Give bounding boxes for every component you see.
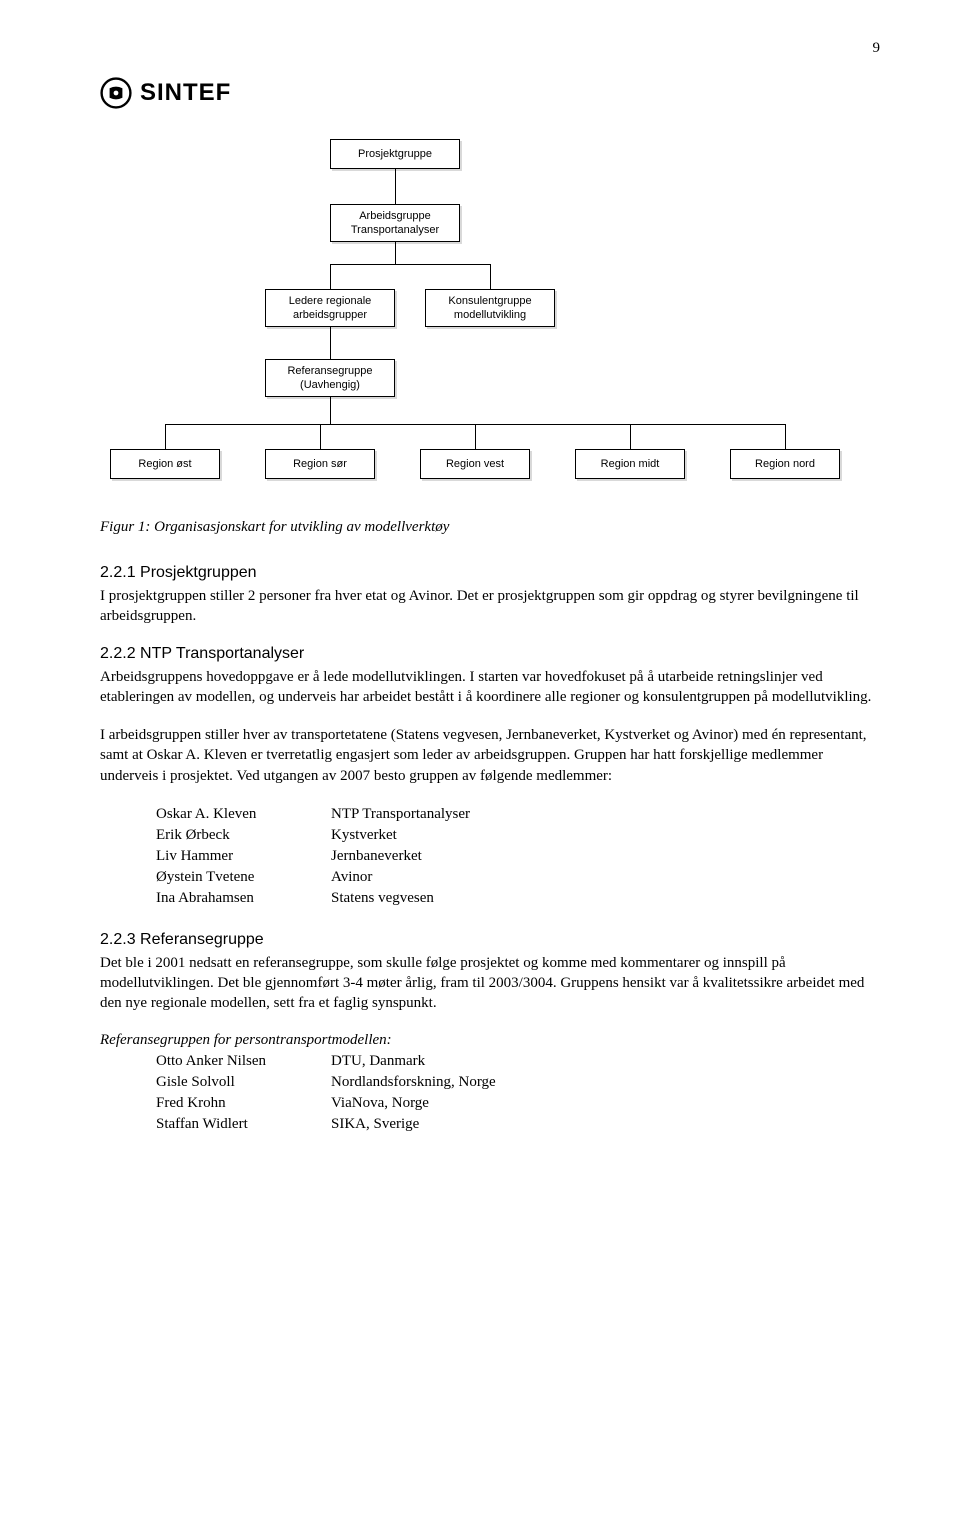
para-221: I prosjektgruppen stiller 2 personer fra… — [100, 586, 880, 627]
org-node-region-nord: Region nord — [730, 449, 840, 479]
list-item: Staffan WidlertSIKA, Sverige — [156, 1114, 880, 1135]
members-list-222: Oskar A. KlevenNTP Transportanalyser Eri… — [100, 804, 880, 909]
list-item: Gisle SolvollNordlandsforskning, Norge — [156, 1072, 880, 1093]
heading-223: 2.2.3 Referansegruppe — [100, 931, 880, 949]
list-item: Liv HammerJernbaneverket — [156, 846, 880, 867]
list-item: Erik ØrbeckKystverket — [156, 825, 880, 846]
list-item: Otto Anker NilsenDTU, Danmark — [156, 1051, 880, 1072]
list-item: Oskar A. KlevenNTP Transportanalyser — [156, 804, 880, 825]
sintef-logo-mark — [100, 77, 132, 109]
para-222-2: I arbeidsgruppen stiller hver av transpo… — [100, 725, 880, 786]
org-node-region-ost: Region øst — [110, 449, 220, 479]
page-number: 9 — [100, 40, 880, 57]
org-node-konsulent: Konsulentgruppemodellutvikling — [425, 289, 555, 327]
members-list-223: Otto Anker NilsenDTU, Danmark Gisle Solv… — [100, 1051, 880, 1135]
org-node-region-vest: Region vest — [420, 449, 530, 479]
org-chart: Prosjektgruppe ArbeidsgruppeTransportana… — [100, 139, 880, 509]
para-223: Det ble i 2001 nedsatt en referansegrupp… — [100, 953, 880, 1014]
list-item: Fred KrohnViaNova, Norge — [156, 1093, 880, 1114]
list-item: Øystein TveteneAvinor — [156, 867, 880, 888]
ref-group-heading: Referansegruppen for persontransportmode… — [100, 1032, 880, 1049]
figure-caption: Figur 1: Organisasjonskart for utvikling… — [100, 519, 880, 536]
sintef-logo-text: SINTEF — [140, 79, 231, 107]
para-222-1: Arbeidsgruppens hovedoppgave er å lede m… — [100, 667, 880, 708]
sintef-logo: SINTEF — [100, 77, 880, 109]
heading-222: 2.2.2 NTP Transportanalyser — [100, 645, 880, 663]
org-node-referanse: Referansegruppe(Uavhengig) — [265, 359, 395, 397]
org-node-region-midt: Region midt — [575, 449, 685, 479]
org-node-arbeidsgruppe: ArbeidsgruppeTransportanalyser — [330, 204, 460, 242]
heading-221: 2.2.1 Prosjektgruppen — [100, 564, 880, 582]
org-node-prosjektgruppe: Prosjektgruppe — [330, 139, 460, 169]
list-item: Ina AbrahamsenStatens vegvesen — [156, 888, 880, 909]
org-node-ledere: Ledere regionalearbeidsgrupper — [265, 289, 395, 327]
org-node-region-sor: Region sør — [265, 449, 375, 479]
